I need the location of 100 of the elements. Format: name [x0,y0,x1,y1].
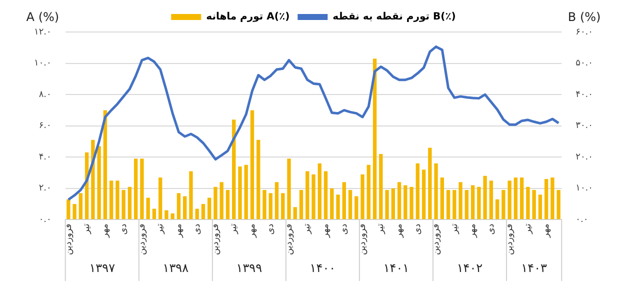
text: ۱۴۰۳ [521,261,548,276]
bar [489,180,494,220]
bar [318,163,322,220]
legend-label: تورم ماهانه A(٪) [206,12,290,23]
text: ۱۴۰۱ [383,261,410,276]
x-tick-label: تیر [302,223,313,235]
bar [312,174,316,220]
bar [116,180,120,220]
bar [244,164,248,220]
bar [348,190,352,220]
text: ۱۳۹۹ [236,261,262,276]
x-tick-label: مهر [542,224,552,239]
bar [158,177,162,220]
bar [146,198,150,220]
bar [452,190,456,220]
y-tick-label: ۶.۰ [38,121,52,132]
x-tick-label: دی [339,224,350,235]
x-tick-label: فروردین [64,224,74,256]
bar [526,186,530,220]
legend-label: تورم نقطه به نقطه B(٪) [332,12,456,23]
bar [268,193,272,220]
x-tick-label: دی [192,224,202,235]
bar [550,177,554,220]
x-tick-label: فروردین [504,224,515,256]
bar [422,170,426,220]
bar [176,193,181,220]
bar [262,190,266,220]
bar [293,207,297,220]
x-tick-label: تیر [376,223,386,235]
bar [109,180,114,220]
text: ۱۳۹۷ [89,261,116,276]
text: ۱۴۰۲ [456,261,483,276]
x-tick-label: دی [118,224,129,235]
x-tick-label: مهر [394,224,405,239]
bar [232,120,236,220]
bar [220,182,224,220]
bar [208,198,212,220]
y2-tick-label: ۲۰.۰ [576,152,594,162]
text: ۱۴۰۰ [310,261,336,276]
bar [281,193,285,220]
bar [508,180,512,220]
bar [274,182,279,220]
bar [470,185,475,220]
bar [324,171,328,220]
bar [330,188,334,220]
x-tick-label: دی [266,224,276,235]
bar [477,186,481,220]
bar [287,158,291,220]
bar [128,186,132,220]
bar [428,148,432,220]
bar [366,164,370,220]
x-tick-label: مهر [174,224,184,239]
x-tick-label: مهر [321,224,332,239]
y-tick-label: ۴.۰ [38,152,52,162]
x-tick-label: فروردین [358,224,368,256]
y2-tick-label: ۶۰.۰ [576,27,594,38]
bar [134,158,138,220]
y-tick-label: ۲.۰ [38,184,52,194]
x-tick-label: مهر [468,224,478,239]
y2-tick-label: ۱۰.۰ [576,184,594,194]
y-tick-label: ۱۰.۰ [34,58,52,69]
bar [250,110,254,220]
x-tick-label: مهر [248,224,258,239]
x-tick-label: فروردین [431,224,442,256]
bar [152,208,156,220]
y2-axis-title: B (%) [568,10,601,24]
y-tick-label: ۰.۰ [38,215,52,226]
x-tick-label: فروردین [284,224,294,256]
y2-tick-label: ۳۰.۰ [576,121,594,132]
x-tick-label: فروردین [210,224,221,256]
bar [299,190,304,220]
bar [201,204,206,220]
bar [538,194,542,220]
bar [397,182,402,220]
bar [336,194,340,220]
bar [189,171,193,220]
x-tick-label: فروردین [137,224,148,256]
bar [195,208,199,220]
y2-tick-label: ۰.۰ [576,215,588,226]
bar [458,182,462,220]
bar [72,204,76,220]
bar [416,163,420,220]
x-tick-label: دی [413,224,423,235]
bar [520,177,524,220]
x-tick-label: تیر [450,223,460,235]
y-axis-title: A (%) [26,10,60,24]
y2-tick-label: ۴۰.۰ [576,90,594,100]
bar [226,190,230,220]
bar [122,190,126,220]
bar [532,190,536,220]
bar [495,199,500,220]
bar [483,176,487,220]
text: ۱۳۹۸ [162,261,190,276]
bar [391,188,395,220]
bar [556,190,560,220]
bar [464,190,469,220]
bar [360,174,364,220]
bar [372,58,377,220]
bar [256,140,260,220]
bar [379,154,383,220]
